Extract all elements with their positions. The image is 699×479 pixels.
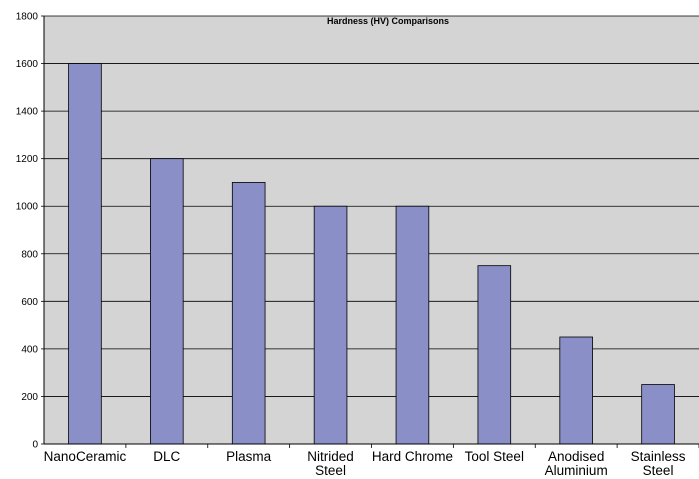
- x-category-label: Anodised Aluminium: [545, 449, 608, 478]
- y-tick-label: 1400: [16, 107, 39, 118]
- plot-area: [44, 16, 699, 444]
- x-category-label-line: Plasma: [226, 449, 272, 464]
- x-category-label-line: Nitrided: [307, 449, 354, 464]
- x-category-label: Stainless Steel: [631, 449, 686, 478]
- x-category-label-line: NanoCeramic: [44, 449, 127, 464]
- x-category-label-line: Hard Chrome: [372, 449, 453, 464]
- x-category-label: Plasma: [226, 449, 272, 464]
- x-category-label-line: Anodised: [548, 449, 604, 464]
- x-category-label-line: Stainless: [631, 449, 686, 464]
- x-category-label-line: Steel: [315, 463, 346, 478]
- bar: [395, 205, 430, 445]
- y-axis-tick-labels: 0 200 400 600 800 1000 1200 1400 1600 1800: [16, 12, 44, 451]
- bar: [477, 265, 512, 445]
- y-tick-label: 200: [21, 392, 38, 403]
- y-tick-label: 0: [32, 440, 38, 451]
- y-tick-label: 600: [21, 297, 38, 308]
- y-tick-label: 800: [21, 249, 38, 260]
- x-category-label-line: Steel: [643, 463, 674, 478]
- chart-title: Hardness (HV) Comparisons: [327, 16, 449, 26]
- y-tick-label: 1600: [16, 59, 39, 70]
- x-category-label: NanoCeramic: [44, 449, 127, 464]
- bar: [559, 336, 593, 445]
- y-tick-label: 1800: [16, 12, 39, 23]
- x-category-label: Tool Steel: [465, 449, 524, 464]
- y-tick-label: 1000: [16, 202, 39, 213]
- bar: [68, 63, 102, 445]
- x-category-label-line: Aluminium: [545, 463, 608, 478]
- x-category-label-line: Tool Steel: [465, 449, 524, 464]
- x-category-label-line: DLC: [153, 449, 180, 464]
- y-tick-label: 1200: [16, 154, 39, 165]
- bar: [313, 205, 348, 445]
- bar: [150, 158, 184, 445]
- bar: [231, 182, 266, 445]
- y-tick-label: 400: [21, 344, 38, 355]
- bars: [68, 63, 675, 445]
- x-category-label: Hard Chrome: [372, 449, 453, 464]
- x-category-label: Nitrided Steel: [307, 449, 354, 478]
- x-category-label: DLC: [153, 449, 180, 464]
- bar: [641, 384, 675, 445]
